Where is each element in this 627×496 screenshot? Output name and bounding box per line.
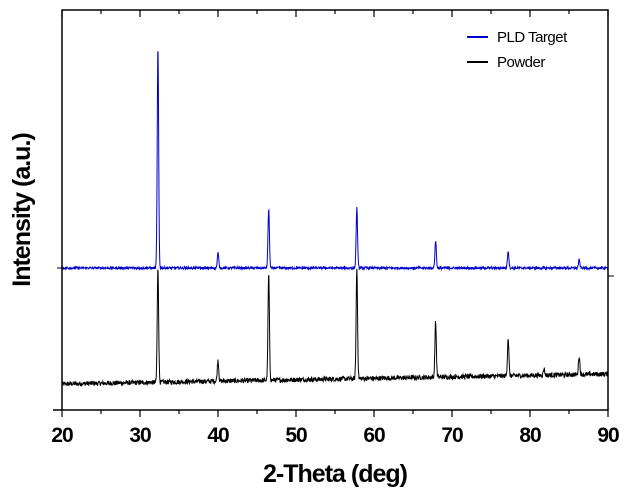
series-line-pld-target bbox=[61, 51, 608, 272]
legend-label-pld-target: PLD Target bbox=[497, 29, 568, 46]
x-tick-label: 70 bbox=[441, 424, 463, 447]
x-tick-label: 40 bbox=[207, 424, 229, 447]
tick-layer bbox=[61, 10, 609, 417]
x-tick-label: 50 bbox=[285, 424, 307, 447]
series-layer bbox=[61, 51, 609, 388]
series-line-powder bbox=[61, 268, 609, 388]
legend-label-powder: Powder bbox=[497, 54, 545, 71]
x-tick-label: 30 bbox=[129, 424, 151, 447]
y-axis-title: Intensity (a.u.) bbox=[8, 133, 36, 287]
x-tick-label: 90 bbox=[597, 424, 619, 447]
tick-labels: 20 30 40 50 60 70 80 90 bbox=[51, 424, 620, 447]
x-tick-label: 60 bbox=[363, 424, 385, 447]
legend: PLD Target Powder bbox=[467, 29, 569, 71]
x-tick-label: 20 bbox=[51, 424, 73, 447]
x-tick-label: 80 bbox=[519, 424, 541, 447]
x-axis-title: 2-Theta (deg) bbox=[263, 460, 408, 488]
